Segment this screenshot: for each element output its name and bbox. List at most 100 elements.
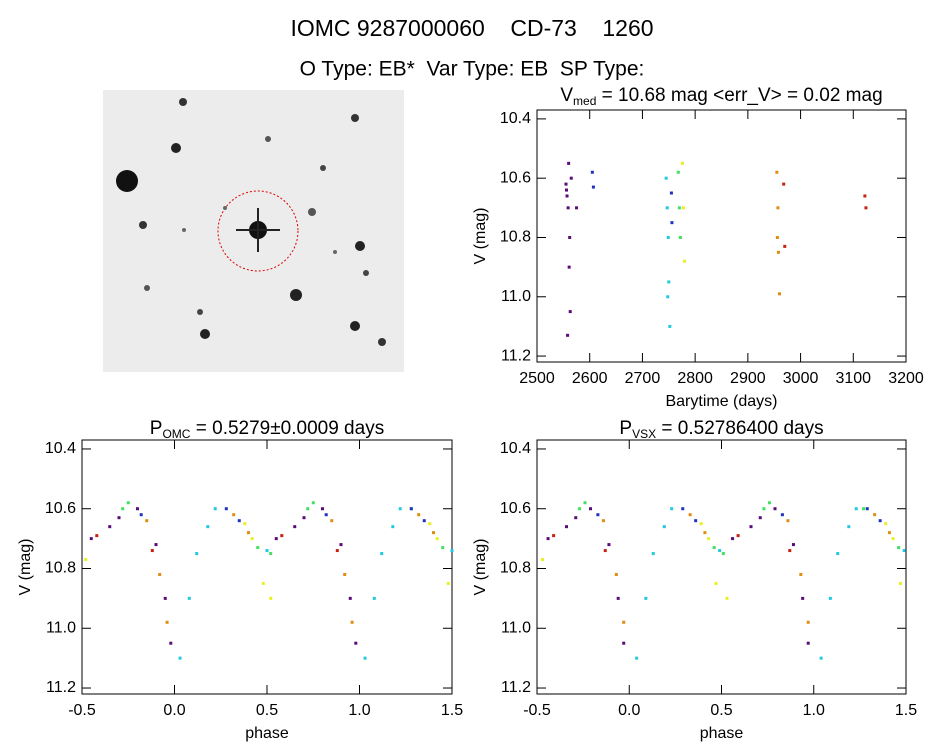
data-point — [567, 161, 571, 165]
data-point — [348, 596, 352, 600]
data-point — [446, 581, 450, 585]
x-axis-label: phase — [700, 725, 744, 742]
y-tick-label: 10.4 — [45, 440, 76, 457]
plot-panel: Vmed = 10.68 mag <err_V> = 0.02 mag Baryt… — [472, 85, 924, 410]
data-point — [256, 546, 260, 550]
data-point — [441, 546, 445, 550]
data-point — [274, 537, 278, 541]
target-circle — [217, 190, 299, 272]
x-tick-label: 1.0 — [348, 702, 370, 719]
data-point — [670, 221, 674, 225]
page-title: IOMC 9287000060 CD-73 1260 — [290, 15, 653, 41]
data-point — [714, 581, 718, 585]
y-tick-label: 10.6 — [45, 500, 76, 517]
x-tick-label: -0.5 — [68, 702, 96, 719]
data-point — [565, 194, 569, 198]
star — [265, 136, 271, 142]
x-axis-label: Barytime (days) — [665, 393, 777, 410]
data-point — [158, 572, 162, 576]
data-point — [666, 295, 670, 299]
data-point — [339, 543, 343, 547]
data-point — [363, 656, 367, 660]
data-point — [232, 513, 236, 517]
star — [350, 321, 360, 331]
data-point — [863, 194, 867, 198]
title-part: med — [573, 94, 596, 108]
star — [351, 114, 359, 122]
data-point — [791, 543, 795, 547]
data-point — [546, 537, 550, 541]
data-point — [707, 537, 711, 541]
data-point — [391, 525, 395, 529]
data-point — [568, 310, 572, 314]
y-tick-label: 11.2 — [46, 679, 76, 696]
data-point — [891, 537, 895, 541]
data-point — [635, 656, 639, 660]
star — [139, 221, 147, 229]
data-point — [409, 507, 413, 511]
data-point — [775, 235, 779, 239]
data-point — [247, 531, 250, 535]
data-point — [670, 507, 674, 511]
data-point — [139, 513, 143, 517]
x-axis-label: phase — [245, 725, 289, 742]
data-point — [668, 324, 672, 328]
data-point — [666, 235, 670, 239]
plot-frame — [536, 439, 907, 695]
plot-title: PVSX = 0.52786400 days — [619, 418, 823, 441]
data-point — [762, 507, 766, 511]
data-point — [603, 549, 607, 553]
data-point — [616, 596, 620, 600]
data-point — [195, 552, 199, 556]
data-point — [372, 596, 376, 600]
title-part: = 10.68 mag <err_V> = 0.02 mag — [596, 85, 882, 106]
star — [320, 165, 326, 171]
x-tick-label: 3100 — [835, 370, 871, 387]
data-point — [644, 596, 648, 600]
data-point — [269, 596, 273, 600]
data-point — [552, 534, 556, 538]
data-point — [95, 534, 99, 538]
title-part: P — [150, 418, 163, 439]
data-point — [163, 596, 167, 600]
data-point — [776, 206, 780, 210]
data-point — [678, 235, 682, 239]
y-tick-label: 11.0 — [501, 288, 531, 305]
data-point — [596, 513, 600, 517]
data-point — [681, 507, 685, 511]
data-point — [736, 534, 740, 538]
data-point — [731, 537, 735, 541]
data-point — [819, 656, 823, 660]
data-point — [688, 513, 692, 517]
data-point — [854, 507, 858, 511]
data-point — [575, 206, 579, 210]
data-point — [622, 641, 626, 645]
data-point — [788, 549, 792, 553]
data-point — [865, 507, 869, 511]
data-point — [862, 507, 866, 511]
data-point — [541, 558, 545, 562]
data-point — [136, 507, 139, 511]
data-point — [108, 525, 112, 529]
data-point — [799, 572, 803, 576]
x-tick-label: 1.0 — [803, 702, 825, 719]
y-tick-label: 10.4 — [500, 440, 531, 457]
title-part: V — [560, 85, 573, 106]
title-part: P — [619, 418, 632, 439]
data-point — [583, 501, 587, 505]
data-point — [237, 519, 241, 523]
star — [308, 208, 316, 216]
data-point — [786, 519, 790, 523]
data-point — [864, 206, 868, 210]
data-point — [567, 265, 571, 269]
data-point — [564, 182, 568, 186]
y-tick-label: 10.8 — [500, 229, 531, 246]
data-point — [667, 280, 671, 284]
x-tick-label: 0.5 — [256, 702, 278, 719]
data-point — [577, 507, 581, 511]
data-point — [566, 206, 570, 210]
data-point — [887, 531, 891, 535]
data-point — [683, 259, 687, 263]
data-point — [665, 206, 669, 210]
data-point — [806, 641, 810, 645]
